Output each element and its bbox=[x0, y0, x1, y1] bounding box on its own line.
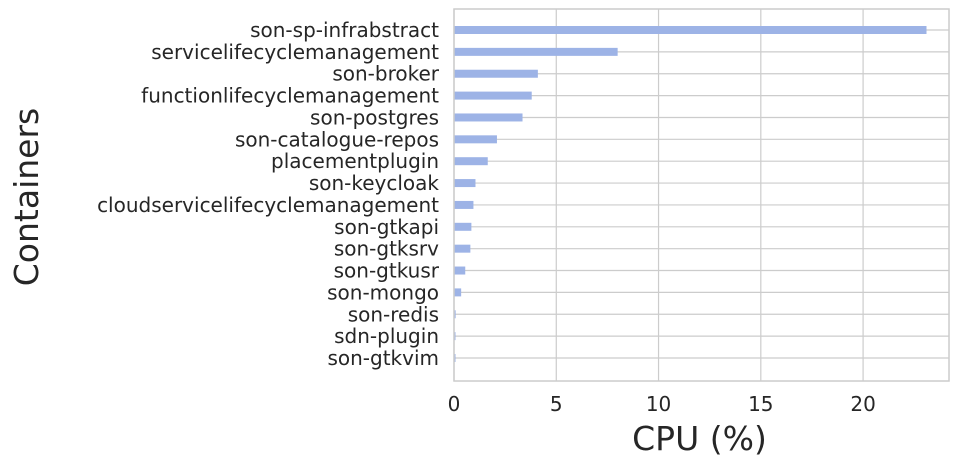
bar-functionlifecyclemanagement bbox=[454, 91, 532, 100]
y-tick-label: son-gtkusr bbox=[334, 259, 440, 283]
grid-lines bbox=[453, 9, 949, 381]
bar-son-keycloak bbox=[454, 179, 476, 188]
bars bbox=[454, 26, 927, 362]
y-tick-label: son-keycloak bbox=[309, 171, 440, 195]
y-tick-label: son-mongo bbox=[327, 280, 439, 304]
y-tick-label: son-catalogue-repos bbox=[235, 127, 439, 151]
bar-son-postgres bbox=[454, 113, 523, 122]
y-tick-label: son-gtkvim bbox=[327, 346, 439, 370]
x-axis-title: CPU (%) bbox=[632, 419, 767, 458]
bar-son-catalogue-repos bbox=[454, 135, 497, 144]
bar-cloudservicelifecyclemanagement bbox=[454, 200, 474, 209]
y-tick-label: son-sp-infrabstract bbox=[250, 18, 439, 42]
y-tick-label: cloudservicelifecyclemanagement bbox=[97, 193, 439, 217]
bar-son-gtksrv bbox=[454, 244, 471, 253]
bar-son-gtkapi bbox=[454, 222, 472, 231]
y-tick-label: sdn-plugin bbox=[334, 324, 439, 348]
y-tick-label: son-gtkapi bbox=[334, 215, 439, 239]
x-tick-label: 15 bbox=[748, 392, 773, 416]
bar-servicelifecyclemanagement bbox=[454, 47, 618, 56]
x-tick-labels: 0 5 10 15 20 bbox=[448, 392, 876, 416]
y-tick-labels: son-sp-infrabstractservicelifecyclemanag… bbox=[97, 18, 440, 370]
y-tick-label: servicelifecyclemanagement bbox=[151, 40, 439, 64]
y-axis-title: Containers bbox=[7, 108, 46, 286]
y-tick-label: son-broker bbox=[332, 62, 439, 86]
bar-son-gtkusr bbox=[454, 266, 466, 275]
x-tick-label: 10 bbox=[646, 392, 671, 416]
bar-son-broker bbox=[454, 69, 538, 78]
y-tick-label: son-gtksrv bbox=[334, 237, 439, 261]
bar-son-redis bbox=[454, 310, 456, 319]
y-tick-label: son-redis bbox=[348, 302, 439, 326]
bar-son-mongo bbox=[454, 288, 462, 297]
y-tick-label: son-postgres bbox=[310, 105, 439, 129]
bar-placementplugin bbox=[454, 157, 488, 166]
x-tick-label: 20 bbox=[850, 392, 875, 416]
x-tick-label: 5 bbox=[550, 392, 563, 416]
x-tick-label: 0 bbox=[448, 392, 461, 416]
y-tick-label: functionlifecyclemanagement bbox=[141, 84, 439, 108]
plot-frame bbox=[453, 8, 950, 382]
y-tick-label: placementplugin bbox=[271, 149, 439, 173]
bar-son-sp-infrabstract bbox=[454, 26, 927, 34]
